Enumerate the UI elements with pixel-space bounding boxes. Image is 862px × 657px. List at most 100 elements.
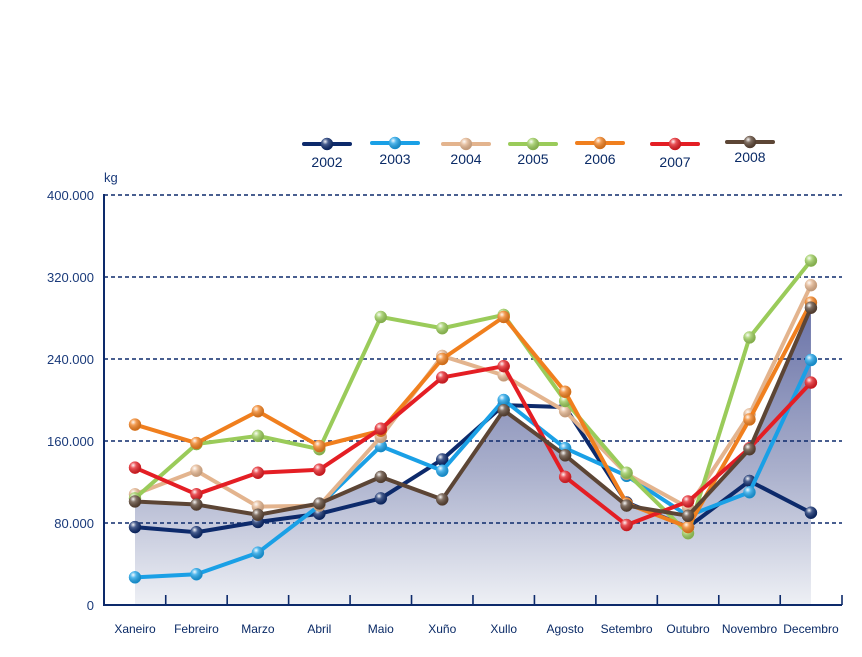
x-tick-label: Outubro — [666, 622, 710, 636]
data-point — [804, 353, 818, 367]
marker-shine — [190, 526, 203, 539]
data-point — [681, 509, 695, 523]
data-point — [374, 492, 388, 505]
marker-shine — [620, 519, 633, 532]
marker-shine — [804, 279, 817, 292]
marker-shine — [313, 440, 326, 453]
legend-item-2005: 2005 — [508, 137, 558, 167]
legend-label: 2007 — [659, 154, 690, 170]
data-point — [558, 385, 572, 399]
y-tick-label: 320.000 — [47, 270, 94, 285]
marker-shine — [682, 495, 695, 508]
data-point — [313, 497, 326, 510]
data-point — [497, 404, 510, 417]
marker-shine — [620, 499, 633, 512]
data-point — [190, 568, 203, 581]
data-point — [128, 495, 142, 508]
y-tick-label: 160.000 — [47, 434, 94, 449]
legend-label: 2002 — [311, 154, 342, 170]
legend-marker — [526, 137, 540, 151]
marker-shine — [251, 429, 264, 442]
marker-shine — [129, 521, 141, 534]
data-point — [804, 254, 818, 267]
marker-shine — [251, 466, 264, 479]
x-tick-label: Maio — [368, 622, 394, 636]
x-tick-label: Setembro — [601, 622, 653, 636]
marker-shine — [313, 497, 326, 510]
marker-shine — [559, 405, 572, 418]
series-line-2002 — [133, 403, 813, 535]
legend-label: 2008 — [734, 149, 765, 165]
legend-item-2008: 2008 — [725, 135, 775, 165]
x-tick-label: Xullo — [490, 622, 517, 636]
legend-marker — [388, 136, 402, 150]
legend-item-2007: 2007 — [650, 137, 700, 170]
data-point — [313, 439, 326, 453]
legend-label: 2004 — [450, 151, 481, 167]
series-layer — [128, 254, 818, 584]
y-tick-label: 0 — [87, 598, 94, 613]
data-point — [251, 508, 265, 522]
data-point — [743, 486, 756, 499]
y-tick-label: 240.000 — [47, 352, 94, 367]
marker-shine — [527, 138, 539, 150]
legend-label: 2003 — [379, 151, 410, 167]
data-point — [620, 466, 633, 480]
data-point — [620, 499, 633, 512]
marker-shine — [559, 385, 572, 398]
marker-shine — [743, 331, 756, 344]
data-point — [374, 310, 388, 324]
marker-shine — [190, 437, 203, 450]
data-point — [558, 470, 572, 484]
data-point — [313, 463, 326, 476]
x-tick-label: Xaneiro — [114, 622, 156, 636]
data-point — [436, 352, 449, 366]
data-point — [190, 436, 203, 450]
data-point — [804, 301, 818, 314]
marker-shine — [682, 509, 695, 522]
series-line-2006 — [133, 300, 813, 530]
data-point — [558, 405, 572, 418]
marker-shine — [251, 508, 264, 521]
legend-label: 2006 — [584, 151, 615, 167]
marker-shine — [743, 486, 756, 499]
data-point — [128, 571, 142, 584]
data-point — [743, 413, 756, 426]
series-line-2007 — [133, 364, 813, 528]
marker-shine — [190, 488, 203, 501]
legend-item-2003: 2003 — [370, 136, 420, 167]
data-point — [436, 371, 449, 384]
marker-shine — [497, 394, 510, 406]
marker-shine — [743, 443, 756, 456]
legend-marker — [668, 137, 682, 151]
legend-item-2002: 2002 — [302, 137, 352, 170]
x-tick-label: Abril — [307, 622, 331, 636]
x-tick-label: Novembro — [722, 622, 778, 636]
x-tick-label: Febreiro — [174, 622, 219, 636]
marker-shine — [804, 354, 817, 367]
data-point — [251, 546, 265, 559]
legend-marker — [743, 135, 757, 149]
marker-shine — [559, 470, 572, 483]
marker-shine — [682, 521, 695, 534]
axis-layer: Xaneiro Febreiro Marzo Abril Maio Xuño Xullo Ag… — [103, 194, 843, 636]
data-point — [128, 461, 142, 474]
data-point — [128, 520, 142, 534]
marker-shine — [251, 546, 264, 559]
data-point — [128, 418, 142, 431]
marker-shine — [743, 413, 756, 426]
marker-shine — [321, 138, 333, 150]
legend-label: 2005 — [517, 151, 548, 167]
series-line-2005 — [133, 258, 813, 536]
marker-shine — [620, 466, 633, 479]
data-point — [497, 393, 510, 407]
marker-shine — [190, 498, 203, 511]
marker-shine — [129, 571, 141, 584]
marker-shine — [497, 360, 510, 373]
marker-shine — [804, 301, 817, 314]
data-point — [497, 310, 510, 324]
data-point — [558, 449, 572, 462]
data-point — [251, 429, 265, 443]
data-point — [251, 405, 265, 418]
